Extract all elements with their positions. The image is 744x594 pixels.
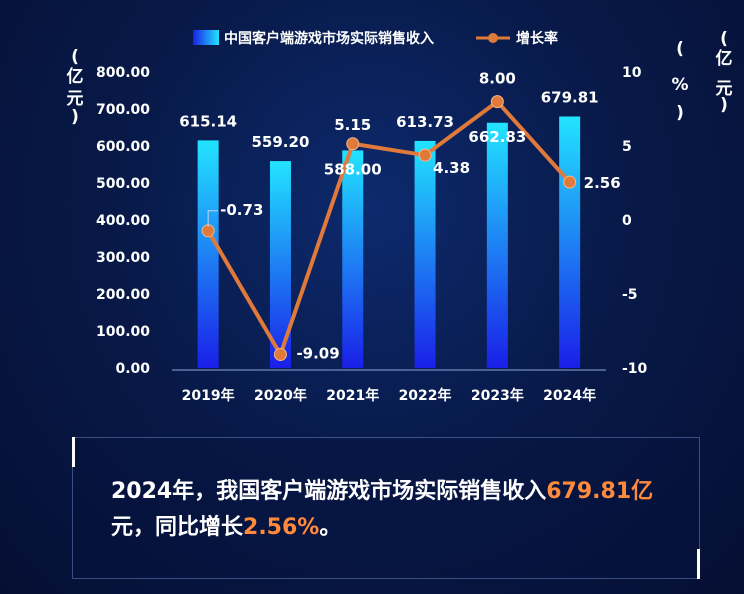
x-tick-label: 2024年 bbox=[543, 387, 596, 404]
svg-text:(: ( bbox=[71, 47, 79, 67]
growth-rate-point bbox=[563, 175, 577, 189]
y-right-tick-label: 10 bbox=[622, 65, 642, 81]
svg-text:(: ( bbox=[720, 29, 728, 49]
bar bbox=[486, 122, 508, 368]
x-ticks: 2019年 2020年 2021年 2022年 2023年 2024年 bbox=[182, 387, 596, 404]
y-right-tick-label: -10 bbox=[622, 361, 648, 377]
bar bbox=[342, 150, 364, 368]
y-left-unit-label: ( 亿 元 ) bbox=[67, 47, 84, 127]
bars bbox=[197, 116, 581, 368]
bar bbox=[414, 140, 436, 368]
growth-rate-polyline bbox=[206, 99, 572, 357]
svg-text:): ) bbox=[720, 95, 728, 115]
bar-value-label: 679.81 bbox=[541, 88, 599, 106]
y-left-tick-label: 0.00 bbox=[115, 361, 150, 377]
y-right-tick-label: -5 bbox=[622, 287, 638, 303]
y-right-outer-unit-label: ( 亿 元 ) bbox=[716, 29, 733, 115]
svg-text:%: % bbox=[671, 75, 688, 95]
growth-rate-point bbox=[273, 348, 287, 362]
summary-part1: 2024年，我国客户端游戏市场实际销售收入 bbox=[111, 479, 547, 504]
y-left-tick-label: 500.00 bbox=[96, 176, 150, 192]
y-left-ticks: 0.00 100.00 200.00 300.00 400.00 500.00 600.00… bbox=[96, 65, 150, 377]
line-value-label: -9.09 bbox=[296, 345, 339, 363]
bar bbox=[197, 140, 219, 368]
bar-value-label: 615.14 bbox=[179, 112, 237, 130]
y-left-tick-label: 600.00 bbox=[96, 139, 150, 155]
x-tick-label: 2019年 bbox=[182, 387, 235, 404]
growth-rate-point bbox=[346, 137, 360, 151]
label-leader-line bbox=[207, 210, 219, 227]
x-tick-label: 2021年 bbox=[326, 387, 379, 404]
svg-text:): ) bbox=[676, 103, 684, 123]
y-right-tick-label: 0 bbox=[622, 213, 632, 229]
y-left-tick-label: 800.00 bbox=[96, 65, 150, 81]
y-left-tick-label: 300.00 bbox=[96, 250, 150, 266]
bar-value-label: 559.20 bbox=[252, 133, 310, 151]
legend-bar-label: 中国客户端游戏市场实际销售收入 bbox=[224, 30, 434, 47]
summary-part2: 元，同比增长 bbox=[111, 515, 244, 540]
svg-text:元: 元 bbox=[716, 79, 733, 99]
line-value-label: 4.38 bbox=[433, 159, 470, 177]
y-left-tick-label: 700.00 bbox=[96, 102, 150, 118]
svg-text:): ) bbox=[71, 107, 79, 127]
svg-text:元: 元 bbox=[67, 89, 84, 109]
line-value-label: 8.00 bbox=[479, 70, 516, 88]
summary-box: 2024年，我国客户端游戏市场实际销售收入679.81亿元，同比增长2.56%。 bbox=[72, 437, 700, 579]
growth-rate-point bbox=[490, 95, 504, 109]
legend-line-marker bbox=[488, 33, 498, 43]
bar-value-label: 613.73 bbox=[396, 113, 454, 131]
line-value-label: -0.73 bbox=[220, 201, 263, 219]
summary-part3: 。 bbox=[319, 515, 342, 540]
x-tick-label: 2023年 bbox=[471, 387, 524, 404]
legend-line-label: 增长率 bbox=[516, 30, 558, 47]
y-left-tick-label: 400.00 bbox=[96, 213, 150, 229]
chart: 中国客户端游戏市场实际销售收入 增长率 ( 亿 元 ) ( % ) ( 亿 元 … bbox=[67, 29, 733, 404]
svg-text:亿: 亿 bbox=[716, 48, 733, 69]
line-value-label: 2.56 bbox=[584, 174, 621, 192]
x-tick-label: 2020年 bbox=[254, 387, 307, 404]
summary-text: 2024年，我国客户端游戏市场实际销售收入679.81亿元，同比增长2.56%。 bbox=[111, 474, 671, 546]
y-left-tick-label: 200.00 bbox=[96, 287, 150, 303]
line-labels: -0.73 -9.09 5.15 4.38 8.00 2.56 bbox=[207, 70, 621, 363]
y-left-tick-label: 100.00 bbox=[96, 324, 150, 340]
bar-value-label: 662.83 bbox=[468, 128, 526, 146]
growth-rate-point bbox=[418, 148, 432, 162]
bar bbox=[559, 116, 581, 368]
growth-rate-line bbox=[201, 95, 577, 362]
legend-bar-swatch bbox=[193, 30, 219, 45]
bar-value-label: 588.00 bbox=[324, 160, 382, 178]
line-value-label: 5.15 bbox=[334, 116, 371, 134]
svg-text:亿: 亿 bbox=[67, 66, 84, 87]
bar-labels: 615.14 559.20 588.00 613.73 662.83 679.81 bbox=[179, 88, 598, 178]
y-right-ticks: -10 -5 0 5 10 bbox=[622, 65, 648, 377]
svg-text:(: ( bbox=[676, 39, 684, 59]
summary-highlight-revenue: 679.81亿 bbox=[546, 479, 654, 504]
summary-highlight-growth: 2.56% bbox=[243, 515, 320, 540]
x-tick-label: 2022年 bbox=[399, 387, 452, 404]
bar bbox=[269, 161, 291, 368]
y-right-unit-label: ( % ) bbox=[671, 39, 688, 123]
y-right-tick-label: 5 bbox=[622, 139, 632, 155]
